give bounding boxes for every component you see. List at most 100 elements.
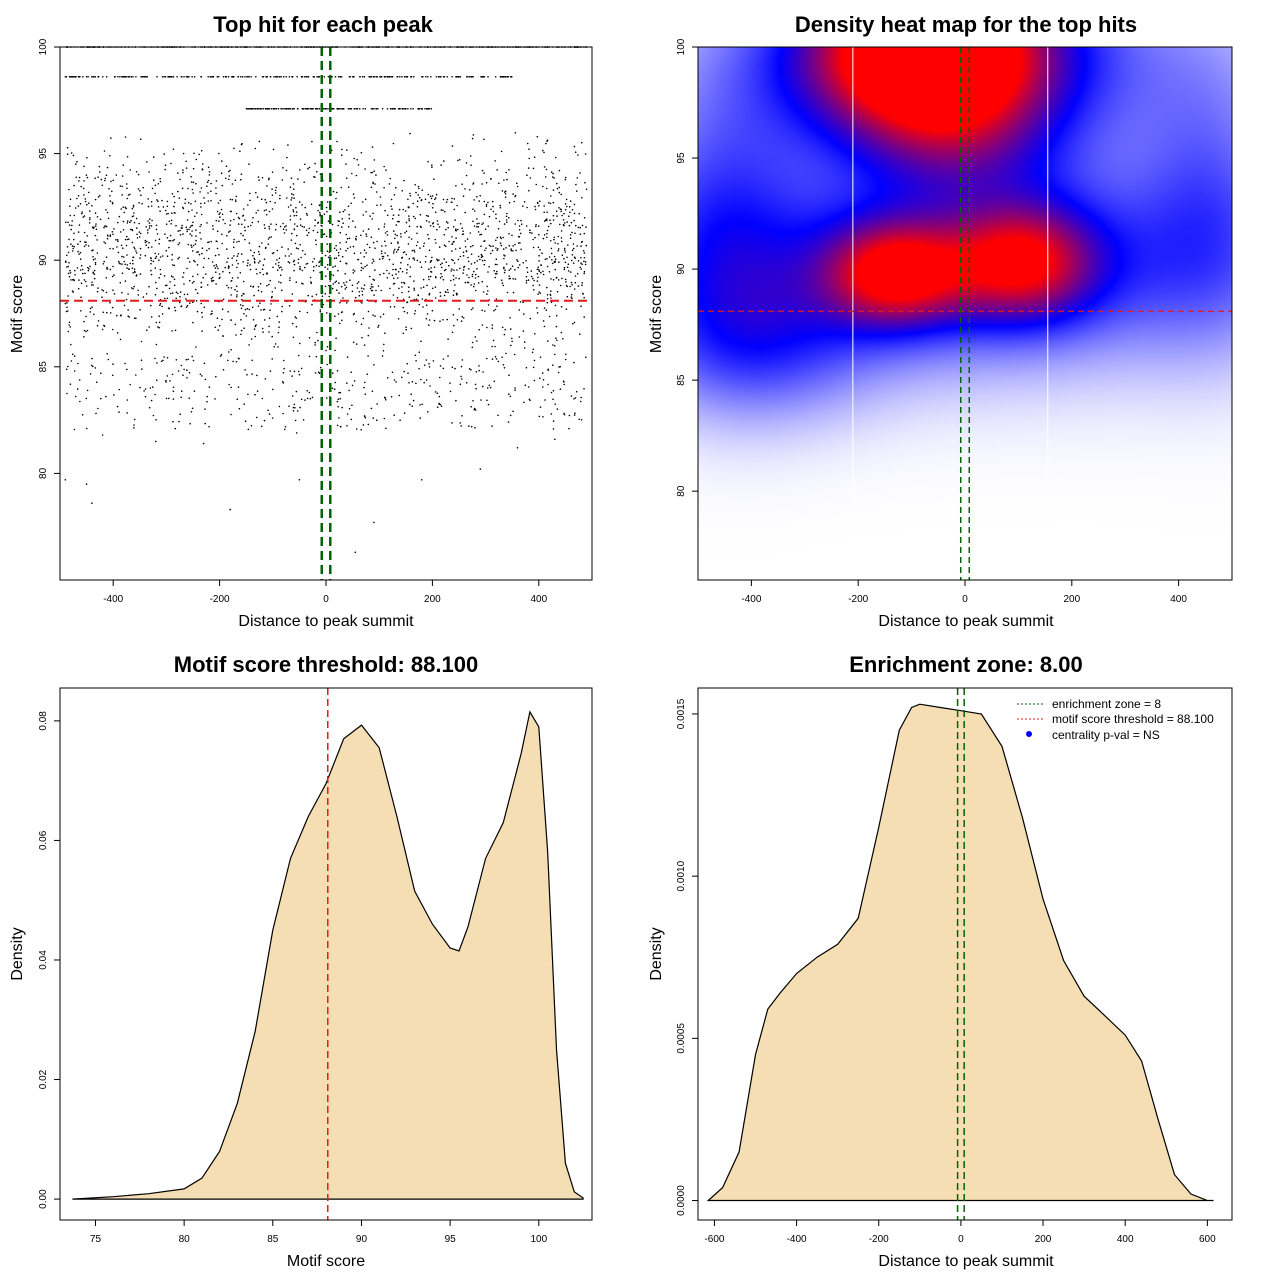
scatter-point xyxy=(364,265,366,268)
scatter-point xyxy=(389,177,392,180)
scatter-point xyxy=(189,422,191,425)
scatter-point xyxy=(461,183,463,185)
scatter-point xyxy=(494,356,497,358)
scatter-y-tick-label: 85 xyxy=(38,361,49,373)
scatter-point xyxy=(528,398,531,401)
scatter-point xyxy=(434,286,437,288)
scatter-point xyxy=(371,146,374,148)
scatter-point xyxy=(292,336,295,339)
scatter-point xyxy=(129,221,131,223)
scatter-point xyxy=(189,302,191,304)
scatter-point xyxy=(394,237,396,240)
scatter-point xyxy=(427,324,430,326)
scatter-point xyxy=(558,261,560,264)
scatter-point xyxy=(162,291,164,293)
scatter-point xyxy=(357,164,360,166)
scatter-point xyxy=(79,203,82,205)
scatter-point xyxy=(105,209,107,211)
scatter-point xyxy=(172,420,174,423)
scatter-point xyxy=(72,250,74,252)
scatter-point xyxy=(473,283,476,285)
scatter-point xyxy=(94,225,97,227)
scatter-point xyxy=(200,213,203,216)
scatter-point xyxy=(446,76,449,78)
scatter-point xyxy=(136,237,139,239)
scatter-point xyxy=(576,245,578,247)
scatter-point xyxy=(326,210,328,213)
scatter-point xyxy=(345,262,347,265)
scatter-point xyxy=(440,266,443,269)
scatter-point xyxy=(377,108,379,110)
scatter-point xyxy=(552,428,555,430)
scatter-point xyxy=(468,276,470,279)
scatter-point xyxy=(105,76,108,78)
scatter-point xyxy=(380,76,383,78)
scatter-point xyxy=(443,244,446,246)
scatter-point xyxy=(368,246,371,249)
scatter-point xyxy=(379,258,381,261)
scatter-point xyxy=(202,266,205,269)
scatter-point xyxy=(563,212,565,215)
scatter-point xyxy=(78,224,81,226)
scatter-point xyxy=(500,244,503,247)
heatmap-y-tick-label: 95 xyxy=(676,152,687,164)
scatter-point xyxy=(201,311,203,314)
scatter-point xyxy=(165,223,168,225)
scatter-point xyxy=(324,266,327,269)
scatter-point xyxy=(172,390,175,393)
scatter-point xyxy=(166,297,169,300)
scatter-point xyxy=(287,206,290,208)
scatter-point xyxy=(154,257,157,260)
scatter-point xyxy=(435,197,437,199)
scatter-point xyxy=(271,335,274,338)
scatter-point xyxy=(490,252,492,255)
scatter-point xyxy=(392,294,395,296)
scatter-point xyxy=(581,263,583,266)
scatter-point xyxy=(230,348,232,351)
scatter-point xyxy=(288,405,290,408)
scatter-point xyxy=(426,284,428,287)
scatter-point xyxy=(455,237,457,239)
scatter-point xyxy=(408,236,410,239)
scatter-point xyxy=(304,206,307,209)
scatter-point xyxy=(432,360,435,362)
scatter-point xyxy=(281,310,283,313)
scatter-point xyxy=(294,242,297,245)
scatter-point xyxy=(81,211,83,213)
scatter-point xyxy=(259,282,262,285)
scatter-point xyxy=(251,221,254,224)
scatter-point xyxy=(76,267,79,269)
scatter-point xyxy=(564,203,567,205)
scatter-point xyxy=(163,76,165,78)
scatter-point xyxy=(337,254,340,257)
scatter-point xyxy=(539,292,542,295)
scatter-point xyxy=(295,325,298,328)
scatter-point xyxy=(556,215,558,217)
scatter-point xyxy=(393,414,396,417)
scatter-point xyxy=(495,247,497,249)
scatter-point xyxy=(69,326,71,328)
scatter-point xyxy=(583,232,586,235)
scatter-point xyxy=(150,205,153,207)
scatter-point xyxy=(552,176,554,178)
scatter-point xyxy=(543,234,546,236)
scatter-point xyxy=(210,190,212,192)
scatter-point xyxy=(229,224,231,226)
scatter-point xyxy=(498,220,501,223)
scatter-point xyxy=(384,245,387,247)
scatter-point xyxy=(576,272,579,275)
scatter-point xyxy=(89,265,91,268)
scatter-point xyxy=(545,168,548,171)
scatter-point xyxy=(278,405,281,408)
scatter-point xyxy=(401,190,404,192)
scatter-point xyxy=(230,280,233,282)
scatter-point xyxy=(577,285,580,287)
scatter-point xyxy=(440,164,442,166)
scatter-point xyxy=(573,256,576,259)
panel-heatmap: Density heat map for the top hits -400 -2… xyxy=(648,12,1233,630)
scatter-point xyxy=(229,198,232,201)
scatter-point xyxy=(159,210,161,212)
scatter-point xyxy=(525,282,528,284)
scatter-point xyxy=(246,264,249,267)
scatter-point xyxy=(247,262,249,264)
